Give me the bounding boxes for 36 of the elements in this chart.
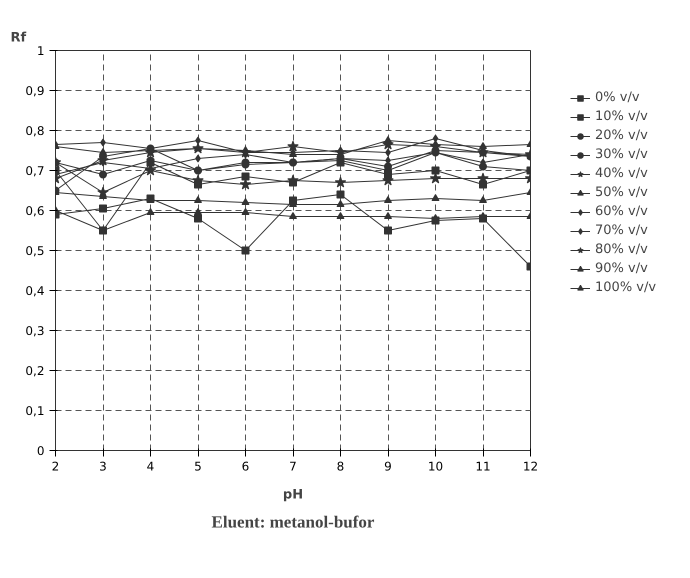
text: Eluent: metanol-bufor: [212, 512, 375, 532]
x-tick-label: 4: [146, 460, 154, 474]
x-tick-label: 11: [475, 460, 491, 474]
y-tick-label: 0,6: [25, 204, 45, 218]
y-tick-label: 0,2: [25, 364, 45, 378]
y-axis-title: Rf: [10, 30, 27, 46]
y-tick-label: 0: [36, 444, 45, 458]
legend-label: 10% v/v: [595, 109, 648, 124]
x-tick-label: 7: [289, 460, 297, 474]
legend-label: 30% v/v: [595, 147, 648, 162]
legend-label: 80% v/v: [595, 242, 648, 257]
legend-label: 90% v/v: [595, 261, 648, 276]
x-tick-label: 12: [522, 460, 538, 474]
y-tick-label: 0,4: [25, 284, 45, 298]
y-tick-label: 0,9: [25, 84, 45, 98]
legend-label: 20% v/v: [595, 128, 648, 143]
x-tick-label: 2: [52, 460, 60, 474]
y-tick-label: 0,3: [25, 324, 45, 338]
legend-label: 60% v/v: [595, 204, 648, 219]
y-tick-label: 0,8: [25, 124, 45, 138]
x-tick-label: 6: [242, 460, 250, 474]
legend-label: 40% v/v: [595, 166, 648, 181]
y-tick-label: 1: [36, 44, 45, 58]
legend-label: 50% v/v: [595, 185, 648, 200]
legend-label: 0% v/v: [595, 90, 640, 105]
legend-label: 70% v/v: [595, 223, 648, 238]
y-tick-label: 0,1: [25, 404, 45, 418]
y-tick-label: 0,5: [25, 244, 45, 258]
y-tick-label: 0,7: [25, 164, 45, 178]
x-tick-label: 3: [99, 460, 107, 474]
x-axis-title: pH: [282, 488, 304, 502]
x-tick-label: 5: [194, 460, 202, 474]
x-tick-label: 8: [336, 460, 344, 474]
x-tick-label: 10: [428, 460, 444, 474]
x-tick-label: 9: [384, 460, 392, 474]
legend-label: 100% v/v: [595, 280, 656, 295]
